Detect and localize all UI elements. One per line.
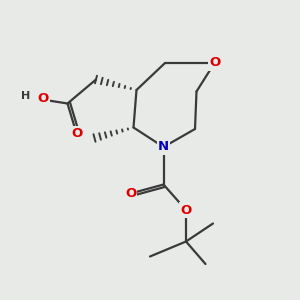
Text: N: N xyxy=(158,140,169,154)
Text: O: O xyxy=(180,203,192,217)
Text: H: H xyxy=(21,91,30,101)
Text: O: O xyxy=(125,187,136,200)
Text: O: O xyxy=(38,92,49,106)
Text: O: O xyxy=(209,56,220,70)
Text: O: O xyxy=(71,127,82,140)
